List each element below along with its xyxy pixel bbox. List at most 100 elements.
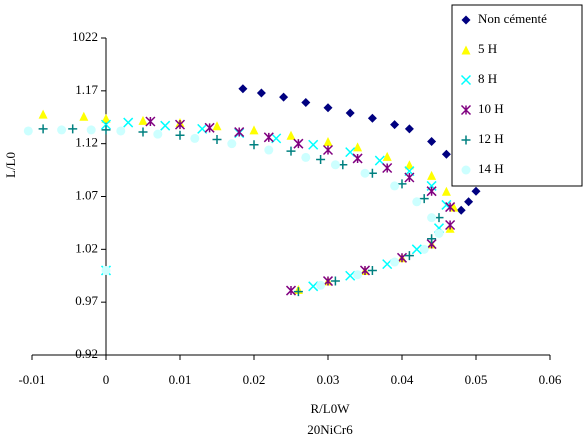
marker-triangle [323, 137, 333, 147]
marker-diamond [441, 149, 451, 159]
marker-plus [397, 179, 407, 189]
marker-plus [101, 125, 111, 135]
series [100, 117, 452, 292]
marker-diamond [427, 137, 437, 147]
x-tick-label: 0 [103, 372, 110, 387]
marker-x [411, 244, 422, 255]
x-tick-label: 0.01 [169, 372, 192, 387]
marker-circle [86, 125, 96, 135]
marker-circle [316, 280, 326, 290]
marker-x [123, 117, 134, 128]
marker-diamond [367, 113, 377, 123]
marker-star [322, 276, 334, 287]
y-tick-label: 1.02 [75, 240, 98, 255]
marker-diamond [471, 186, 481, 196]
marker-circle [390, 257, 400, 267]
marker-plus [212, 134, 222, 144]
marker-plus [286, 146, 296, 156]
marker-circle [116, 126, 126, 136]
marker-plus [68, 124, 78, 134]
marker-star [145, 116, 156, 127]
x-axis-title: R/L0W [311, 401, 351, 416]
marker-plus [249, 140, 259, 150]
marker-diamond [279, 92, 289, 102]
marker-plus [404, 251, 414, 261]
x-tick-label: 0.05 [465, 372, 488, 387]
marker-diamond [404, 124, 414, 134]
marker-plus [293, 287, 303, 297]
marker-star [174, 119, 186, 130]
marker-circle [23, 126, 33, 136]
marker-x [460, 74, 472, 86]
marker-diamond [256, 88, 266, 98]
y-tick-label: 1.17 [75, 82, 98, 97]
marker-circle [390, 181, 400, 191]
marker-star [322, 144, 334, 156]
marker-star [445, 219, 456, 231]
legend-label: 8 H [478, 71, 497, 86]
marker-plus [461, 135, 471, 145]
marker-plus [316, 155, 326, 165]
marker-star [352, 153, 363, 164]
x-tick-label: 0.04 [391, 372, 414, 387]
marker-triangle [101, 113, 111, 123]
marker-star [204, 122, 215, 133]
marker-star [285, 285, 297, 296]
marker-circle [190, 133, 200, 143]
marker-star [263, 132, 274, 143]
marker-star [382, 162, 393, 174]
legend-box [451, 4, 583, 187]
marker-plus [367, 265, 377, 275]
x-tick-label: 0.03 [317, 372, 340, 387]
marker-star [293, 138, 304, 149]
marker-circle [353, 270, 363, 280]
marker-circle [412, 197, 422, 207]
marker-circle [101, 265, 111, 275]
series [23, 125, 444, 290]
marker-triangle [382, 151, 392, 161]
marker-circle [330, 160, 340, 170]
y-tick-label: 0.97 [75, 293, 98, 308]
marker-diamond [238, 84, 248, 94]
marker-triangle [353, 142, 363, 152]
marker-circle [227, 139, 237, 149]
marker-triangle [404, 160, 414, 170]
legend-label: 5 H [478, 41, 497, 56]
marker-diamond [464, 197, 474, 207]
marker-star [460, 104, 472, 116]
marker-circle [153, 129, 163, 139]
marker-plus [38, 124, 48, 134]
y-tick-label: 1022 [72, 29, 98, 44]
marker-star [234, 127, 245, 138]
marker-x [100, 119, 112, 130]
marker-triangle [249, 125, 259, 135]
marker-diamond [323, 103, 333, 113]
marker-star [445, 202, 456, 213]
x-tick-label: 0.06 [539, 372, 562, 387]
marker-plus [427, 234, 437, 244]
marker-circle [461, 165, 471, 175]
y-tick-label: 1.12 [75, 135, 98, 150]
marker-triangle [427, 170, 437, 180]
x-tick-label: 0.02 [243, 372, 266, 387]
marker-circle [264, 145, 274, 155]
marker-diamond [456, 205, 466, 215]
marker-diamond [345, 108, 355, 118]
marker-x [308, 139, 319, 150]
marker-circle [57, 125, 67, 135]
marker-star [396, 252, 408, 263]
marker-x [345, 270, 356, 281]
legend-label: Non cémenté [478, 11, 547, 26]
y-axis-title: L/L0 [3, 152, 18, 178]
marker-star [359, 265, 371, 276]
marker-circle [301, 152, 311, 162]
marker-diamond [301, 97, 311, 107]
y-tick-label: 1.07 [75, 187, 98, 202]
series [145, 116, 456, 296]
marker-triangle [212, 121, 222, 131]
marker-circle [434, 228, 444, 238]
y-tick-label: 0.92 [75, 346, 98, 361]
legend-label: 12 H [478, 131, 504, 146]
series [38, 124, 444, 297]
